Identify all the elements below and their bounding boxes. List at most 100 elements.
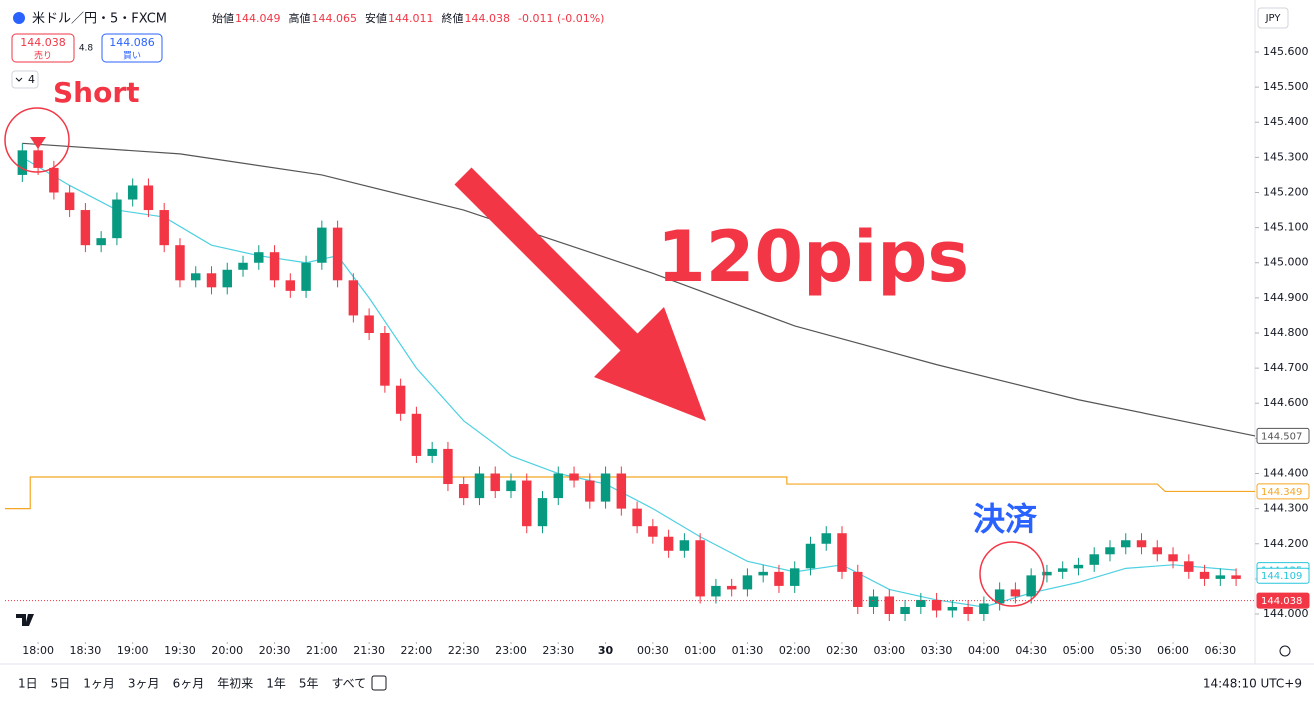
period-button[interactable]: 1日 bbox=[18, 677, 38, 691]
x-tick-label: 22:00 bbox=[401, 644, 433, 657]
candle-body bbox=[1215, 575, 1226, 579]
y-tick-label: 144.000 bbox=[1263, 607, 1309, 620]
spread: 4.8 bbox=[79, 44, 94, 54]
x-tick-label: 04:30 bbox=[1015, 644, 1047, 657]
indicator-line bbox=[5, 476, 1255, 510]
candle-body bbox=[64, 192, 75, 211]
symbol-icon bbox=[13, 12, 25, 24]
candle-body bbox=[1136, 540, 1147, 548]
candle-body bbox=[1199, 571, 1210, 579]
currency-button[interactable] bbox=[1257, 7, 1289, 29]
candle-body bbox=[458, 484, 469, 499]
period-button[interactable]: すべて bbox=[332, 677, 367, 691]
candle-body bbox=[1105, 547, 1115, 555]
period-button[interactable]: 1ヶ月 bbox=[83, 677, 115, 691]
x-tick-label: 02:00 bbox=[779, 644, 811, 657]
candle-body bbox=[1057, 568, 1068, 572]
candle-body bbox=[380, 332, 390, 386]
short-label: Short bbox=[53, 76, 140, 109]
candle-body bbox=[364, 315, 374, 333]
x-tick-label: 05:30 bbox=[1110, 644, 1142, 657]
candle-body bbox=[600, 473, 611, 502]
buy-label: 買い bbox=[123, 51, 141, 62]
change: -0.011 (-0.01%) bbox=[518, 12, 604, 25]
y-tick-label: 145.200 bbox=[1263, 185, 1309, 198]
period-button[interactable]: 3ヶ月 bbox=[128, 677, 160, 691]
period-button[interactable]: 年初来 bbox=[217, 677, 253, 691]
candle-body bbox=[1073, 564, 1084, 569]
date-range-icon[interactable] bbox=[371, 675, 387, 691]
candle-body bbox=[648, 526, 658, 537]
x-tick-label: 19:00 bbox=[117, 644, 149, 657]
period-button[interactable]: 6ヶ月 bbox=[173, 677, 205, 691]
candle-body bbox=[317, 227, 327, 263]
sell-button[interactable] bbox=[11, 33, 75, 63]
settings-icon[interactable] bbox=[1279, 645, 1291, 657]
exit-label: 決済 bbox=[973, 500, 1038, 538]
candle-body bbox=[853, 571, 863, 607]
symbol[interactable]: 米ドル／円・5・FXCM bbox=[32, 12, 167, 27]
period-button[interactable]: 1年 bbox=[266, 677, 286, 691]
x-tick-label: 22:30 bbox=[448, 644, 480, 657]
candle-body bbox=[191, 273, 201, 281]
x-tick-label: 06:00 bbox=[1157, 644, 1189, 657]
x-tick-label: 21:30 bbox=[353, 644, 385, 657]
x-tick-label: 06:30 bbox=[1204, 644, 1236, 657]
x-tick-label: 20:00 bbox=[211, 644, 243, 657]
ohlc-value: 144.038 bbox=[465, 12, 511, 25]
price-tag-label: 144.109 bbox=[1261, 571, 1302, 582]
price-tag bbox=[1256, 567, 1310, 584]
candle-body bbox=[1026, 575, 1036, 597]
x-tick-label: 18:30 bbox=[70, 644, 102, 657]
y-tick-label: 145.300 bbox=[1263, 150, 1309, 163]
indicator-toggle[interactable] bbox=[11, 70, 39, 89]
x-tick-label: 02:30 bbox=[826, 644, 858, 657]
ohlc-label: 安値 bbox=[365, 11, 387, 25]
candle-body bbox=[1168, 554, 1178, 562]
candle-body bbox=[1231, 575, 1241, 579]
candle-body bbox=[994, 589, 1005, 604]
x-tick-label: 01:00 bbox=[684, 644, 716, 657]
candle-body bbox=[616, 473, 627, 509]
buy-button[interactable] bbox=[101, 33, 163, 63]
candle-body bbox=[789, 568, 800, 586]
candle-body bbox=[711, 585, 721, 597]
candle-body bbox=[222, 269, 232, 288]
candle-body bbox=[80, 210, 91, 246]
candle-body bbox=[112, 199, 122, 239]
candle-body bbox=[726, 585, 737, 590]
y-tick-label: 144.900 bbox=[1263, 291, 1309, 304]
candle-body bbox=[127, 185, 138, 200]
candle-body bbox=[553, 473, 564, 499]
price-tag bbox=[1256, 427, 1310, 444]
price-tag-label: 144.038 bbox=[1261, 596, 1302, 607]
candle-body bbox=[663, 536, 674, 551]
period-button[interactable]: 5日 bbox=[51, 677, 71, 691]
ohlc-label: 高値 bbox=[289, 11, 311, 25]
y-tick-label: 144.600 bbox=[1263, 396, 1309, 409]
x-tick-label: 20:30 bbox=[259, 644, 291, 657]
candle-body bbox=[1089, 554, 1099, 565]
price-tag bbox=[1256, 483, 1310, 500]
candle-body bbox=[17, 150, 28, 175]
candle-body bbox=[474, 473, 485, 499]
plot: 144.000144.100144.200144.300144.400144.5… bbox=[5, 45, 1310, 657]
period-button[interactable]: 5年 bbox=[299, 677, 319, 691]
x-tick-label: 04:00 bbox=[968, 644, 1000, 657]
candle-body bbox=[522, 480, 532, 527]
candle-body bbox=[821, 533, 831, 544]
candle-body bbox=[1184, 561, 1194, 572]
candle-body bbox=[332, 227, 343, 281]
candle-body bbox=[427, 448, 437, 456]
candle-body bbox=[395, 385, 406, 414]
candle-body bbox=[963, 606, 973, 615]
sell-label: 売り bbox=[34, 50, 52, 62]
y-tick-label: 144.200 bbox=[1263, 537, 1309, 550]
buy-price: 144.086 bbox=[109, 36, 155, 49]
candle-body bbox=[490, 473, 500, 492]
x-tick-label: 30 bbox=[598, 644, 614, 657]
price-tag-label: 144.507 bbox=[1261, 431, 1302, 442]
y-tick-label: 145.600 bbox=[1263, 45, 1309, 58]
candle-body bbox=[569, 473, 579, 481]
